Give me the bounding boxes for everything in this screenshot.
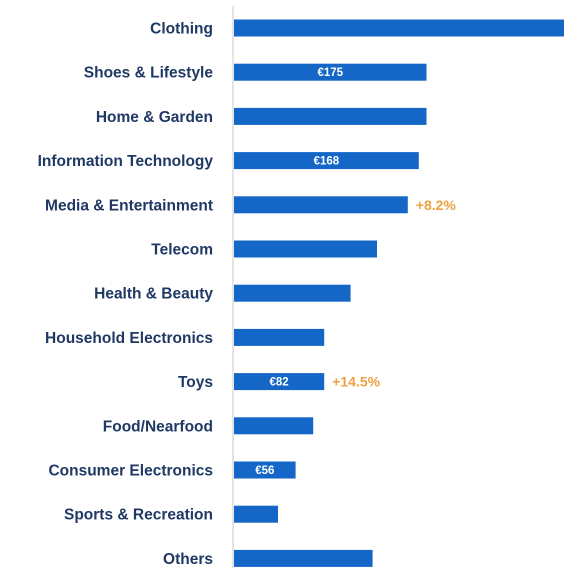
category-label: Media & Entertainment: [45, 197, 213, 214]
bar: [234, 373, 325, 391]
growth-labels: +8.2% +14.5%: [332, 197, 456, 390]
bar: [234, 328, 325, 346]
growth-label: +8.2%: [416, 197, 457, 213]
bar: [234, 417, 314, 435]
bar: [234, 107, 427, 125]
bar: [234, 63, 427, 81]
bar: [234, 461, 296, 479]
bar: [234, 505, 278, 523]
category-label: Telecom: [151, 242, 213, 259]
data-label: €175: [317, 67, 343, 79]
bar: [234, 284, 351, 302]
bars: [234, 19, 564, 567]
value-labels: €175 €168 €82 €56: [255, 67, 343, 477]
data-label: €82: [270, 377, 289, 389]
bar: [234, 196, 408, 214]
category-label: Sports & Recreation: [64, 507, 213, 524]
category-label: Household Electronics: [45, 330, 213, 347]
data-label: €56: [255, 465, 274, 477]
category-label: Health & Beauty: [94, 286, 213, 303]
category-label: Toys: [178, 374, 213, 391]
growth-label: +14.5%: [332, 374, 380, 390]
category-label: Clothing: [150, 21, 213, 38]
bar: [234, 240, 377, 258]
category-label: Shoes & Lifestyle: [84, 65, 214, 82]
category-label: Information Technology: [38, 153, 214, 170]
category-labels: Clothing Shoes & Lifestyle Home & Garden In…: [38, 21, 214, 568]
category-label: Consumer Electronics: [48, 463, 213, 480]
data-label: €168: [314, 156, 340, 168]
category-label: Food/Nearfood: [103, 418, 213, 435]
bar: [234, 152, 419, 170]
bar: [234, 19, 564, 37]
bar: [234, 549, 373, 567]
category-label: Home & Garden: [96, 109, 213, 126]
category-label: Others: [163, 551, 213, 568]
